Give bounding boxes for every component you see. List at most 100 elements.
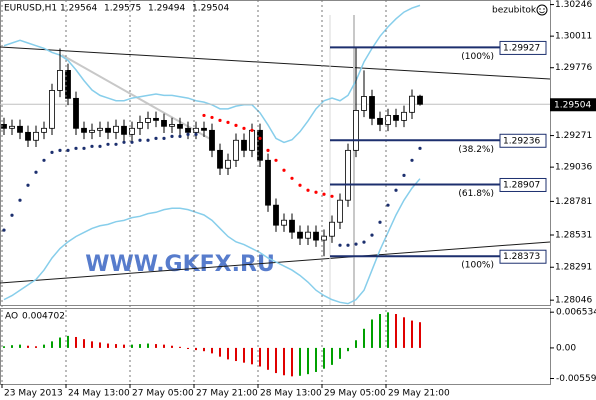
sar-dot (2, 228, 6, 232)
candle-body (177, 124, 183, 129)
sar-dot (226, 120, 230, 125)
sar-dot (50, 150, 54, 154)
sar-dot (410, 158, 414, 162)
plot (0, 4, 550, 305)
ao-bar (155, 344, 157, 348)
sar-dot (386, 203, 390, 207)
ao-bar (339, 347, 341, 359)
sar-dot (58, 148, 62, 152)
fib-level: (61.8%) (458, 189, 494, 199)
sar-dot (322, 192, 326, 196)
sar-dot (354, 242, 358, 246)
smiley-mouth (539, 11, 545, 14)
ao-bar (235, 347, 237, 362)
y-tick-label: 1.28531 (555, 230, 592, 240)
y-tick-label: 1.29036 (555, 163, 592, 173)
ao-name: AO (5, 312, 18, 322)
candle-body (209, 129, 215, 151)
ao-bar (379, 314, 381, 348)
candle-body (273, 204, 279, 226)
ao-bar (395, 314, 397, 348)
candle-body (65, 70, 71, 99)
sar-dot (402, 173, 406, 177)
ao-bar (123, 344, 125, 348)
sar-dot (298, 183, 302, 187)
candle-body (233, 139, 239, 161)
sar-dot (314, 190, 318, 194)
ao-bar (179, 346, 181, 348)
candle-body (265, 159, 271, 206)
ao-bar (283, 347, 285, 376)
sar-dot (242, 126, 246, 130)
candle-body (385, 115, 391, 125)
band-line (3, 178, 421, 305)
candle-body (41, 127, 47, 133)
ao-bar (115, 344, 117, 348)
y-tick-label: 1.29271 (555, 131, 592, 141)
sar-dot (34, 170, 38, 174)
candle-body (225, 159, 231, 169)
ao-bar (403, 317, 405, 348)
ao-bar (139, 344, 141, 348)
ao-bar (307, 347, 309, 375)
candle-body (97, 127, 103, 131)
ao-bar (299, 347, 301, 376)
sar-dot (258, 136, 262, 140)
candle-body (377, 117, 383, 125)
sar-dot (338, 243, 342, 247)
candle-body (337, 199, 343, 223)
ao-bar (67, 335, 69, 348)
candle-body (169, 124, 175, 127)
smiley-eye (539, 8, 541, 10)
current-price-box (550, 98, 596, 112)
ao-bar (83, 339, 85, 348)
ao-bar (163, 344, 165, 348)
candle-body (17, 125, 23, 133)
fib-price: 1.29927 (503, 43, 540, 53)
sar-dot (154, 136, 158, 140)
sar-dot (170, 134, 174, 138)
candle-body (305, 231, 311, 239)
sar-dot (362, 240, 366, 244)
sar-dot (26, 183, 30, 187)
fib-level: (100%) (461, 52, 494, 62)
y-tick-label: 1.28046 (555, 296, 592, 306)
fib-price-box (499, 177, 547, 192)
ao-value: 0.004702 (22, 312, 65, 322)
candle-body (113, 125, 119, 133)
sar-dot (82, 146, 86, 150)
ao-bar (27, 345, 29, 348)
ao-tick-label: 0.00 (556, 343, 576, 353)
sar-dot (378, 220, 382, 224)
candle-body (161, 119, 167, 127)
ao-bar (11, 345, 13, 348)
sar-dot (122, 140, 126, 144)
ao-bar (363, 328, 365, 348)
ao-bar (227, 347, 229, 360)
sar-dot (306, 188, 310, 192)
sar-dot (178, 134, 182, 138)
sar-dot (18, 198, 22, 202)
ao-bar (51, 341, 53, 348)
ao-bar (147, 343, 149, 348)
header-high: 1.29575 (104, 4, 141, 14)
ao-bar (107, 343, 109, 348)
fib-level: (100%) (461, 261, 494, 271)
sar-dot (186, 132, 190, 136)
candle-body (353, 110, 359, 151)
candle-body (73, 97, 79, 129)
candle-body (409, 95, 415, 113)
sar-dot (210, 115, 214, 120)
ao-bar (187, 347, 189, 350)
y-tick-label: 1.29776 (555, 63, 592, 73)
y-tick-label: 1.30246 (555, 0, 592, 10)
ao-bar (219, 347, 221, 357)
ao-tick-label: 0.006534 (556, 308, 596, 318)
x-tick-label: 29 May 05:00 (324, 389, 386, 399)
header-open: 1.29564 (60, 4, 97, 14)
band-line (3, 4, 421, 144)
candle-body (145, 117, 151, 123)
ao-bar (323, 347, 325, 369)
price-panel (0, 0, 551, 306)
